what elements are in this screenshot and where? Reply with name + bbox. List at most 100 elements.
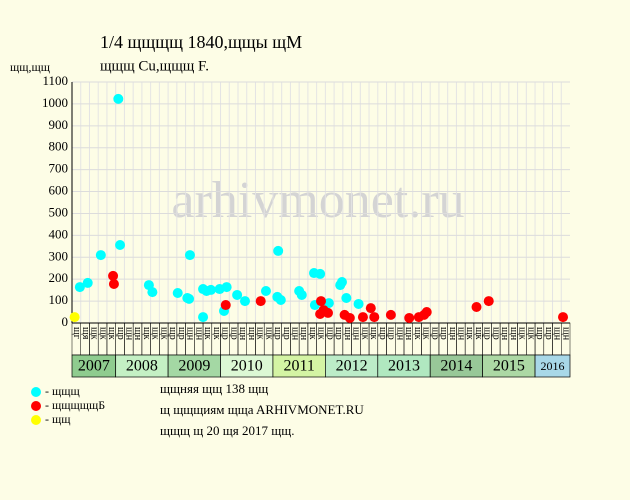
legend-marker — [31, 387, 41, 397]
period-label: щк — [97, 327, 108, 340]
year-label: 2011 — [283, 358, 314, 375]
y-tick-label: 400 — [49, 226, 69, 241]
period-label: щн — [447, 327, 458, 341]
year-label: 2015 — [493, 358, 525, 375]
y-tick-label: 1100 — [42, 73, 68, 88]
data-point — [316, 296, 326, 307]
y-tick-label: 100 — [49, 292, 69, 307]
note: щщщ щ 20 щя 2017 щщ. — [160, 423, 295, 438]
period-label: щр — [281, 327, 292, 340]
data-point — [205, 284, 216, 295]
period-label: щр — [482, 327, 493, 340]
period-label: щн — [123, 327, 134, 341]
period-label: щк — [421, 327, 432, 340]
data-point — [275, 294, 286, 305]
data-point — [471, 302, 482, 313]
period-label: щр — [534, 327, 545, 340]
period-label: щр — [220, 327, 231, 340]
period-label: щр — [429, 327, 440, 340]
y-tick-label: 600 — [49, 183, 69, 198]
period-label: щн — [552, 327, 563, 341]
period-label: щк — [150, 327, 161, 340]
y-tick-label: 500 — [49, 204, 69, 219]
data-point — [255, 296, 266, 307]
period-label: щк — [473, 327, 484, 340]
period-label: щр — [115, 327, 126, 340]
data-point — [322, 307, 333, 318]
period-label: щн — [560, 327, 571, 341]
period-label: щр — [324, 327, 335, 340]
legend-label: - щщ — [45, 412, 70, 426]
period-label: щк — [525, 327, 536, 340]
y-tick-label: 300 — [49, 248, 69, 263]
period-label: щр — [386, 327, 397, 340]
data-point — [69, 312, 80, 323]
note: щ щщщиям щщa ARHIVMONET.RU — [160, 402, 364, 417]
data-point — [108, 279, 119, 290]
data-point — [184, 250, 195, 261]
data-point — [147, 287, 158, 298]
legend-marker — [31, 415, 41, 425]
data-point — [198, 312, 209, 323]
data-point — [221, 282, 232, 293]
legend-marker — [31, 401, 41, 411]
year-label: 2008 — [126, 358, 158, 375]
period-label: щк — [517, 327, 528, 340]
y-tick-label: 1000 — [42, 95, 68, 110]
period-label: щн — [394, 327, 405, 341]
data-point — [369, 312, 380, 323]
data-point — [558, 312, 569, 323]
data-point — [323, 298, 334, 309]
period-label: щн — [132, 327, 143, 341]
period-label: щк — [368, 327, 379, 340]
y-tick-label: 200 — [49, 270, 69, 285]
period-label: щк — [263, 327, 274, 340]
data-point — [95, 250, 106, 261]
data-point — [483, 296, 494, 307]
period-label: щк — [202, 327, 213, 340]
period-label: щк — [106, 327, 117, 340]
year-band — [534, 354, 571, 378]
period-label: щк — [464, 327, 475, 340]
year-label: 2013 — [388, 358, 420, 375]
y-tick-label: 800 — [49, 139, 69, 154]
data-point — [404, 312, 415, 323]
data-point — [296, 289, 307, 300]
period-label: щк — [141, 327, 152, 340]
chart-title: 1/4 щщщщ 1840,щщы щМ — [100, 32, 302, 52]
year-label: 2007 — [78, 358, 110, 375]
data-point — [108, 270, 119, 281]
period-label: щр — [176, 327, 187, 340]
period-label: щн — [246, 327, 257, 341]
period-label: щк — [412, 327, 423, 340]
period-label: щр — [543, 327, 554, 340]
data-point — [365, 303, 376, 314]
period-label: щк — [158, 327, 169, 340]
period-label: щн — [455, 327, 466, 341]
period-label: щя — [80, 327, 91, 340]
period-label: щн — [185, 327, 196, 341]
period-label: щр — [438, 327, 449, 340]
data-point — [357, 312, 368, 323]
year-label: 2016 — [541, 359, 565, 373]
data-point — [273, 245, 284, 256]
year-label: 2014 — [440, 358, 472, 375]
data-point — [353, 298, 364, 309]
period-label: щн — [351, 327, 362, 341]
y-tick-label: 0 — [62, 314, 69, 329]
period-label: щн — [237, 327, 248, 341]
period-label: щр — [167, 327, 178, 340]
chart-subtitle: щщщ Cu,щщщ F. — [100, 58, 209, 74]
data-point — [260, 286, 271, 297]
period-label: щн — [289, 327, 300, 341]
period-label: щн — [193, 327, 204, 341]
data-point — [315, 268, 326, 279]
data-point — [172, 287, 183, 298]
period-label: щн — [298, 327, 309, 341]
data-point — [341, 293, 352, 304]
period-label: щк — [211, 327, 222, 340]
period-label: щр — [490, 327, 501, 340]
period-label: щк — [307, 327, 318, 340]
data-point — [385, 309, 396, 320]
